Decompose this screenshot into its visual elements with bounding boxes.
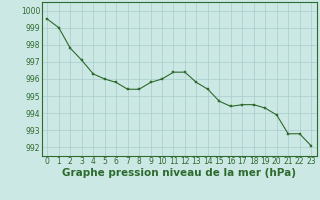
X-axis label: Graphe pression niveau de la mer (hPa): Graphe pression niveau de la mer (hPa) — [62, 168, 296, 178]
